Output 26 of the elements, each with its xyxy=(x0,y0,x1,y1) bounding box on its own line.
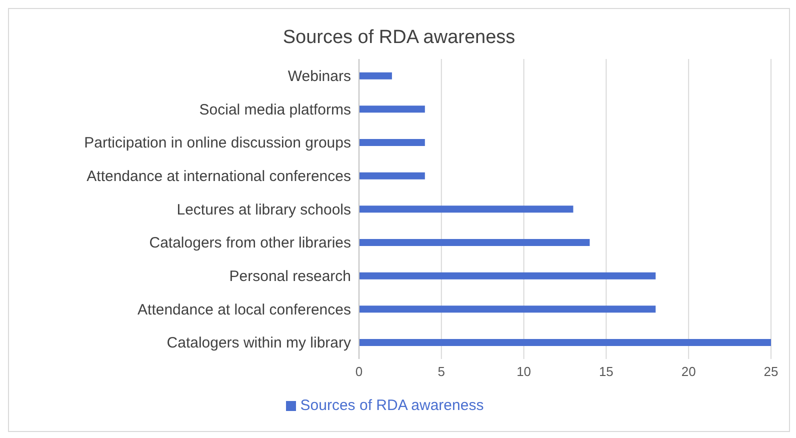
x-tick-label: 15 xyxy=(598,364,614,380)
x-tick-label: 20 xyxy=(681,364,696,380)
legend-label: Sources of RDA awareness xyxy=(300,397,484,414)
y-tick-label: Attendance at international conferences xyxy=(86,168,351,185)
bar xyxy=(359,172,425,180)
chart-title: Sources of RDA awareness xyxy=(282,27,516,49)
x-tick-label: 0 xyxy=(355,364,363,380)
bar xyxy=(359,239,590,246)
y-tick-label: Catalogers within my library xyxy=(166,334,352,352)
bar xyxy=(359,139,425,146)
y-tick-label: Personal research xyxy=(229,268,351,285)
y-tick-label: Webinars xyxy=(288,68,351,85)
bar xyxy=(359,306,656,313)
x-tick-label: 10 xyxy=(516,364,532,380)
bar xyxy=(359,72,392,80)
y-tick-label: Social media platforms xyxy=(199,101,351,118)
y-tick-label: Lectures at library schools xyxy=(176,201,351,218)
bar xyxy=(359,206,574,213)
y-tick-label: Attendance at local conferences xyxy=(138,301,351,318)
y-tick-label: Participation in online discussion groups xyxy=(84,134,351,152)
y-tick-label: Catalogers from other libraries xyxy=(149,234,351,252)
bar xyxy=(359,272,656,280)
x-tick-label: 25 xyxy=(764,364,778,380)
bar xyxy=(359,106,425,113)
x-tick-label: 5 xyxy=(438,364,446,380)
bar xyxy=(359,339,771,346)
